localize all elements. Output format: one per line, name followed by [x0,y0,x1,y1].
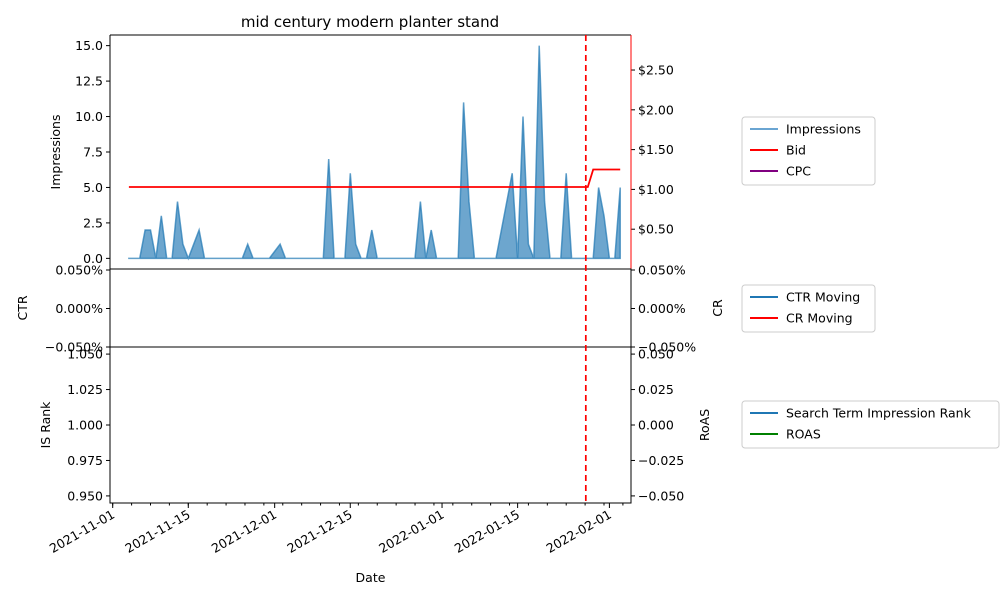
legend-label: CPC [786,164,811,179]
legend-box [741,400,1000,449]
y2-tick-label: 0.000% [638,301,686,316]
y2-tick-label: 0.025 [638,382,674,397]
y2-tick-label: 0.050% [638,263,686,278]
x-tick-label: 2022-01-01 [376,507,446,556]
y2-axis-label: CR [710,299,725,317]
y-tick-label: 10.0 [75,109,103,124]
y-tick-label: 12.5 [75,74,103,89]
y-tick-label: 0.050% [55,263,103,278]
y2-tick-label: −0.050 [638,488,684,503]
y-tick-label: 0.000% [55,301,103,316]
x-tick-label: 2021-11-01 [47,507,117,556]
panel-frame [109,346,632,504]
x-tick-label: 2022-01-15 [452,507,522,556]
y-tick-label: 2.5 [83,215,103,230]
chart-title: mid century modern planter stand [241,13,499,31]
y-tick-label: 1.000 [67,418,103,433]
y-axis-label: CTR [15,295,30,320]
y-tick-label: 5.0 [83,180,103,195]
y-tick-label: 1.025 [67,382,103,397]
legend-label: CTR Moving [786,290,860,305]
x-axis-label: Date [356,570,386,585]
legend-label: Search Term Impression Rank [786,406,972,421]
y2-tick-label: −0.025 [638,453,684,468]
x-tick-label: 2021-11-15 [122,507,192,556]
impressions-area [128,45,621,261]
x-tick-label: 2021-12-15 [284,507,354,556]
y-tick-label: 15.0 [75,38,103,53]
y2-tick-label: $1.50 [638,142,674,157]
y-axis-label: IS Rank [38,401,53,449]
bid-line [128,168,621,188]
y2-tick-label: −0.050% [638,340,696,355]
y-axis-label: Impressions [48,115,63,190]
y-tick-label: 0.0 [83,251,103,266]
legend-label: Bid [786,143,806,158]
y-tick-label: −0.050% [45,340,103,355]
y2-tick-label: $2.50 [638,63,674,78]
legend-label: ROAS [786,427,821,442]
y2-tick-label: $0.50 [638,222,674,237]
x-tick-label: 2022-02-01 [543,507,613,556]
y-tick-label: 1.050 [67,347,103,362]
legend-box [741,116,876,186]
y-tick-label: 7.5 [83,145,103,160]
panel-frame [109,268,632,348]
x-tick-label: 2021-12-01 [209,507,279,556]
y2-tick-label: 0.000 [638,418,674,433]
y2-tick-label: $1.00 [638,182,674,197]
y2-tick-label: 0.050 [638,347,674,362]
legend-label: Impressions [786,122,861,137]
y2-axis-label: RoAS [697,409,712,441]
y2-tick-label: $2.00 [638,102,674,117]
legend-label: CR Moving [786,311,853,326]
y-tick-label: 0.975 [67,453,103,468]
y-tick-label: 0.950 [67,488,103,503]
